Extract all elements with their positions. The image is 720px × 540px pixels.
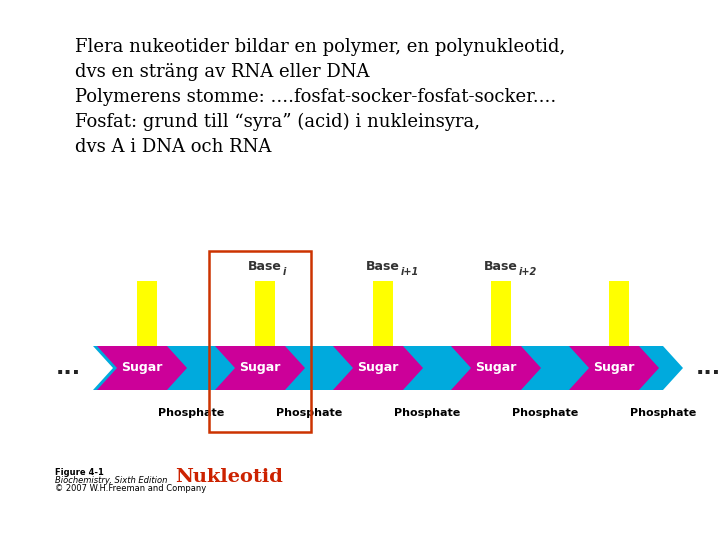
Text: Sugar: Sugar	[357, 361, 399, 375]
Text: Phosphate: Phosphate	[276, 408, 342, 418]
Bar	[491, 281, 511, 346]
Polygon shape	[215, 346, 305, 390]
Polygon shape	[569, 346, 659, 390]
Text: Sugar: Sugar	[121, 361, 163, 375]
Bar	[209, 251, 311, 432]
Text: Phosphate: Phosphate	[394, 408, 460, 418]
Text: ...: ...	[696, 358, 720, 378]
Text: Sugar: Sugar	[475, 361, 517, 375]
Text: Base: Base	[366, 260, 400, 273]
Bar	[373, 281, 393, 346]
Polygon shape	[451, 346, 541, 390]
Text: Phosphate: Phosphate	[512, 408, 578, 418]
Text: Phosphate: Phosphate	[630, 408, 696, 418]
Polygon shape	[93, 346, 683, 390]
Text: i+1: i+1	[401, 267, 419, 277]
Text: ...: ...	[55, 358, 81, 378]
Text: i+2: i+2	[519, 267, 537, 277]
Text: Figure 4-1: Figure 4-1	[55, 468, 104, 477]
Polygon shape	[97, 346, 187, 390]
Bar	[609, 281, 629, 346]
Text: Biochemistry, Sixth Edition: Biochemistry, Sixth Edition	[55, 476, 167, 485]
Text: Sugar: Sugar	[239, 361, 281, 375]
Text: © 2007 W.H.Freeman and Company: © 2007 W.H.Freeman and Company	[55, 484, 206, 493]
Text: Sugar: Sugar	[593, 361, 635, 375]
Text: Base: Base	[248, 260, 282, 273]
Text: Flera nukeotider bildar en polymer, en polynukleotid,
dvs en sträng av RNA eller: Flera nukeotider bildar en polymer, en p…	[75, 38, 565, 157]
Text: i: i	[283, 267, 287, 277]
Polygon shape	[333, 346, 423, 390]
Text: Phosphate: Phosphate	[158, 408, 224, 418]
Bar	[137, 281, 157, 346]
Text: Base: Base	[484, 260, 518, 273]
Text: Nukleotid: Nukleotid	[175, 468, 283, 486]
Bar	[255, 281, 275, 346]
